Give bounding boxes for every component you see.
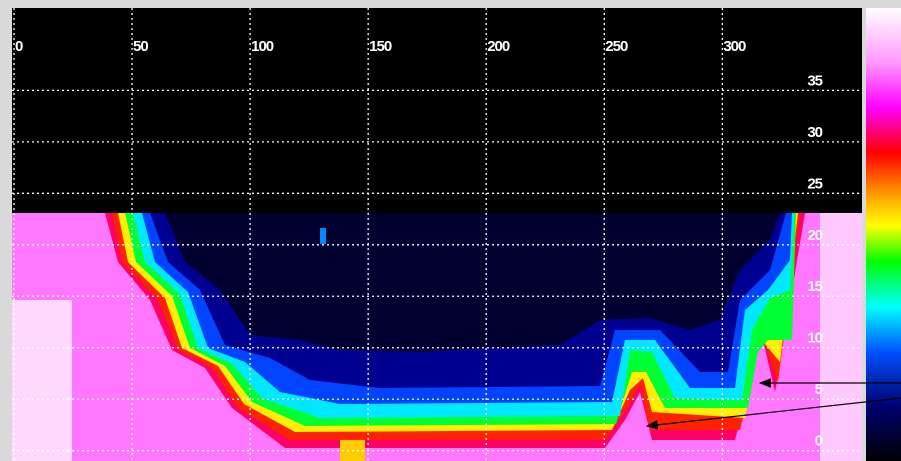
y-tick-label: 15 (807, 278, 822, 295)
x-tick-label: 250 (605, 38, 628, 55)
x-tick-label: 200 (487, 38, 510, 55)
x-tick-label: 150 (369, 38, 392, 55)
heatmap (12, 8, 862, 461)
arrow (645, 397, 901, 430)
heat-spot (320, 228, 326, 244)
x-tick-label: 0 (15, 38, 23, 55)
colorbar (866, 8, 901, 461)
grid (12, 8, 862, 461)
y-tick-label: 0 (815, 433, 823, 450)
y-tick-label: 35 (807, 72, 822, 89)
heat-region (820, 213, 862, 461)
x-tick-label: 300 (723, 38, 746, 55)
y-tick-label: 25 (807, 175, 822, 192)
y-tick-label: 5 (815, 381, 823, 398)
x-tick-label: 100 (251, 38, 274, 55)
tick-labels: 0 50 100 150 200 250 300 0 5 10 15 20 25 30 35 (15, 38, 824, 450)
heat-region (165, 213, 780, 352)
x-tick-label: 50 (133, 38, 148, 55)
heat-region (12, 300, 72, 461)
y-tick-label: 20 (807, 227, 822, 244)
y-tick-label: 10 (807, 330, 822, 347)
y-tick-label: 30 (807, 124, 822, 141)
